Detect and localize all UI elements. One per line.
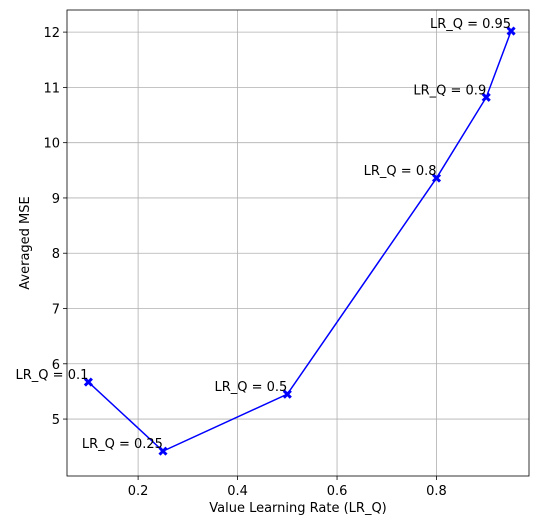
marker xyxy=(431,173,442,183)
annotation: LR_Q = 0.95 xyxy=(430,17,511,32)
y-axis-label: Averaged MSE xyxy=(18,196,33,289)
y-tick-label: 8 xyxy=(52,247,60,262)
plot-frame xyxy=(66,9,530,477)
y-tick-label: 5 xyxy=(52,413,60,428)
annotation: LR_Q = 0.25 xyxy=(82,437,163,452)
x-tick-label: 0.2 xyxy=(128,484,149,499)
y-tick-label: 12 xyxy=(43,26,60,41)
marker xyxy=(158,446,168,456)
y-tick-label: 6 xyxy=(52,358,60,373)
annotation: LR_Q = 0.9 xyxy=(413,83,486,98)
annotation: LR_Q = 0.8 xyxy=(364,164,437,179)
y-tick-label: 10 xyxy=(43,137,60,152)
x-tick-label: 0.8 xyxy=(426,484,447,499)
x-tick-label: 0.4 xyxy=(227,484,248,499)
marker xyxy=(83,377,93,387)
x-tick-label: 0.6 xyxy=(327,484,348,499)
annotation: LR_Q = 0.1 xyxy=(16,368,89,383)
y-tick-label: 7 xyxy=(52,303,60,318)
x-axis-label: Value Learning Rate (LR_Q) xyxy=(209,501,387,516)
marker xyxy=(481,92,491,102)
marker xyxy=(282,389,292,399)
y-tick-label: 11 xyxy=(43,81,60,96)
y-tick-label: 9 xyxy=(52,192,60,207)
marker xyxy=(506,26,516,36)
line xyxy=(87,30,512,453)
annotation: LR_Q = 0.5 xyxy=(214,380,287,395)
